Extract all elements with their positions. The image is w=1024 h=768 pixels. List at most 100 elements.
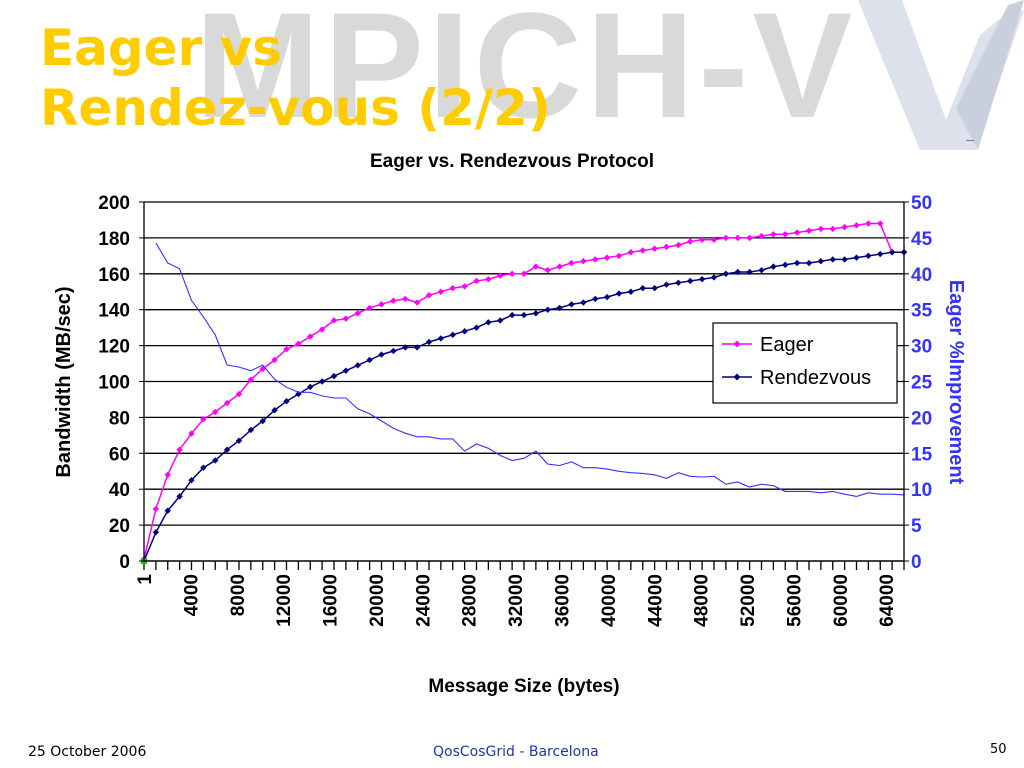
data-point-eager [413, 299, 421, 306]
data-point-eager [271, 356, 278, 364]
data-point-eager [877, 220, 884, 227]
data-point-rendezvous [520, 311, 528, 319]
data-point-eager [247, 376, 255, 383]
data-point-eager [497, 272, 504, 279]
data-point-rendezvous [710, 274, 718, 281]
data-point-rendezvous [366, 356, 373, 364]
x-tick-label: 64000 [877, 574, 898, 627]
data-point-rendezvous [615, 290, 623, 297]
legend-rendezvous-label: Rendezvous [760, 367, 871, 389]
data-point-eager [639, 247, 646, 254]
data-point-eager [615, 252, 623, 260]
series-layer [140, 220, 908, 565]
data-point-eager [627, 249, 635, 256]
y-tick-label: 200 [98, 193, 130, 214]
footer-event: QosCosGrid - Barcelona [433, 744, 599, 760]
series-line-improvement [155, 242, 905, 497]
data-point-eager [342, 315, 350, 322]
data-point-rendezvous [580, 299, 587, 306]
y-tick-label: 160 [98, 265, 130, 286]
y2-tick-label: 35 [911, 301, 933, 322]
data-point-rendezvous [639, 284, 646, 292]
x-tick-label: 48000 [692, 574, 713, 627]
data-point-rendezvous [817, 258, 825, 265]
data-point-rendezvous [212, 457, 219, 464]
data-point-eager [651, 245, 658, 252]
data-point-rendezvous [877, 250, 884, 258]
data-point-rendezvous [473, 324, 480, 331]
slide-title-line-2: Rendez-vous (2/2) [40, 79, 551, 137]
data-point-eager [437, 288, 445, 295]
series-eager [140, 220, 908, 563]
x-axis: 1 4000 8000 12000 16000 20000 24000 28000 32000 3… [135, 560, 904, 627]
data-point-rendezvous [568, 301, 575, 308]
data-point-eager [841, 223, 848, 231]
data-point-rendezvous [793, 259, 801, 267]
data-point-eager [580, 258, 587, 265]
data-point-eager [592, 256, 599, 263]
data-point-rendezvous [758, 267, 765, 274]
data-point-rendezvous [663, 281, 670, 288]
data-point-rendezvous [508, 311, 516, 319]
data-point-rendezvous [449, 331, 456, 339]
data-point-rendezvous [200, 464, 207, 471]
data-point-rendezvous [603, 293, 611, 301]
legend-eager-label: Eager [760, 334, 814, 356]
watermark-logo: MPICH-V [195, 0, 857, 149]
data-point-eager [378, 301, 385, 308]
y-tick-label: 0 [119, 552, 130, 573]
data-point-rendezvous [437, 335, 445, 342]
x-tick-label: 4000 [181, 574, 202, 616]
y-tick-label: 180 [98, 229, 130, 250]
data-point-rendezvous [722, 270, 730, 277]
data-point-eager [782, 231, 789, 238]
data-point-eager [698, 236, 706, 243]
data-point-rendezvous [259, 417, 266, 425]
watermark-v-logo-icon [858, 0, 1024, 150]
data-point-rendezvous [283, 398, 290, 405]
legend-eager-marker [733, 340, 741, 348]
gridlines [144, 201, 904, 526]
y2-tick-label: 5 [911, 516, 922, 537]
y-tick-label: 20 [109, 516, 130, 537]
data-point-rendezvous [805, 259, 813, 267]
data-point-eager [449, 284, 456, 292]
x-tick-label: 52000 [738, 574, 759, 627]
data-point-eager [188, 430, 195, 437]
data-point-eager [687, 238, 694, 245]
data-point-eager [710, 236, 718, 243]
data-point-eager [402, 295, 409, 303]
y2-tick-label: 30 [911, 337, 932, 358]
data-point-eager [295, 340, 302, 348]
y-tick-label: 120 [98, 337, 130, 358]
data-point-eager [663, 243, 670, 251]
legend: Eager Rendezvous [712, 322, 898, 404]
data-point-rendezvous [544, 306, 551, 313]
data-point-eager [722, 234, 730, 242]
x-tick-label: 16000 [321, 574, 342, 627]
x-tick-label: 8000 [228, 574, 249, 616]
data-point-rendezvous [164, 507, 171, 514]
data-point-rendezvous [247, 426, 255, 434]
data-point-eager [746, 234, 753, 242]
data-point-rendezvous [413, 344, 421, 351]
data-point-rendezvous [307, 383, 314, 391]
slide-title: Eager vs Rendez-vous (2/2) [40, 18, 551, 138]
data-point-rendezvous [485, 319, 492, 326]
y2-axis-label: Eager %Improvement [945, 280, 967, 485]
data-point-eager [508, 270, 516, 277]
data-point-rendezvous [188, 477, 195, 484]
data-point-rendezvous [841, 256, 848, 263]
data-point-eager [330, 317, 338, 324]
data-point-rendezvous [532, 310, 540, 317]
x-tick-label: 40000 [599, 574, 620, 627]
data-point-rendezvous [675, 279, 682, 286]
data-point-eager [556, 263, 563, 270]
x-tick-label: 1 [135, 574, 156, 585]
data-point-eager [853, 222, 860, 229]
x-tick-label: 12000 [274, 574, 295, 627]
data-point-rendezvous [152, 529, 160, 536]
data-point-rendezvous [330, 372, 338, 380]
footer-date: 25 October 2006 [28, 744, 147, 760]
data-point-rendezvous [223, 446, 231, 453]
